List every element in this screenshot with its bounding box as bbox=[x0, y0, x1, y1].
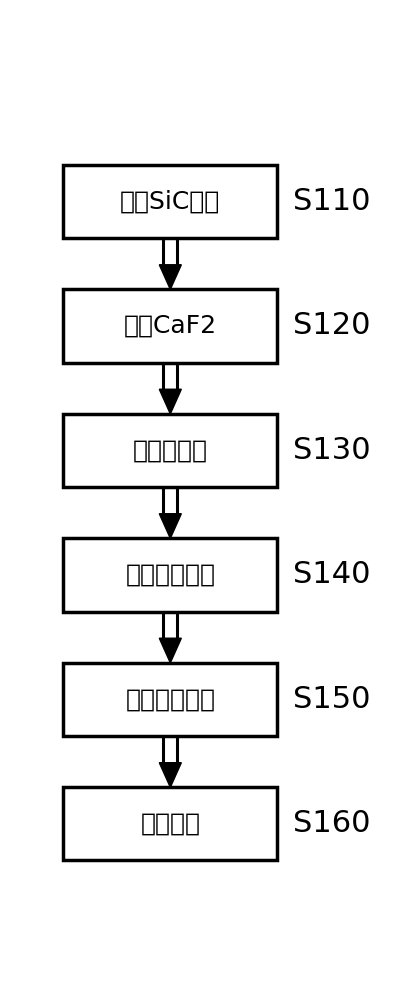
Text: 转移二维材料: 转移二维材料 bbox=[125, 563, 215, 587]
Bar bbox=[63, 787, 277, 860]
Text: 蒸镀源漏电极: 蒸镀源漏电极 bbox=[125, 687, 215, 711]
Text: 清洗SiC衬底: 清洗SiC衬底 bbox=[120, 189, 220, 213]
Text: 沉积CaF2: 沉积CaF2 bbox=[124, 314, 216, 338]
Bar bbox=[63, 165, 277, 238]
Text: S150: S150 bbox=[292, 685, 370, 714]
Text: S120: S120 bbox=[292, 311, 370, 340]
Polygon shape bbox=[159, 514, 181, 538]
Text: S140: S140 bbox=[292, 560, 370, 589]
Bar bbox=[63, 289, 277, 363]
Polygon shape bbox=[159, 389, 181, 414]
Polygon shape bbox=[159, 638, 181, 663]
Bar bbox=[63, 663, 277, 736]
Text: S130: S130 bbox=[292, 436, 370, 465]
Polygon shape bbox=[159, 265, 181, 289]
Bar bbox=[63, 414, 277, 487]
Text: 蒸镀栅电极: 蒸镀栅电极 bbox=[132, 438, 207, 462]
Bar bbox=[63, 538, 277, 612]
Text: S110: S110 bbox=[292, 187, 370, 216]
Polygon shape bbox=[159, 763, 181, 787]
Text: 高温退火: 高温退火 bbox=[140, 812, 200, 836]
Text: S160: S160 bbox=[292, 809, 370, 838]
